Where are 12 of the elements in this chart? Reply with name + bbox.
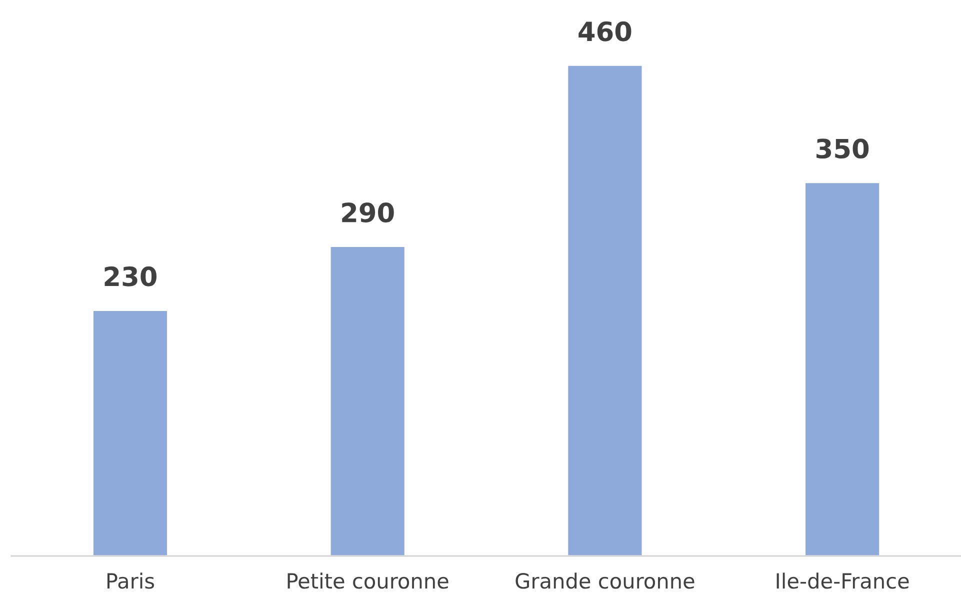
x-tick-label: Ile-de-France: [776, 572, 909, 589]
x-tick-label: Paris: [107, 572, 154, 589]
data-label: 290: [342, 202, 394, 222]
data-label: 230: [104, 266, 156, 286]
bar: [330, 247, 404, 556]
data-label: 460: [578, 21, 632, 42]
data-label: 350: [816, 138, 869, 159]
bar: [568, 66, 642, 556]
bar: [93, 310, 168, 556]
bar: [806, 183, 880, 556]
x-tick-label: Grande couronne: [516, 572, 694, 589]
x-tick-label: Petite couronne: [288, 572, 448, 589]
